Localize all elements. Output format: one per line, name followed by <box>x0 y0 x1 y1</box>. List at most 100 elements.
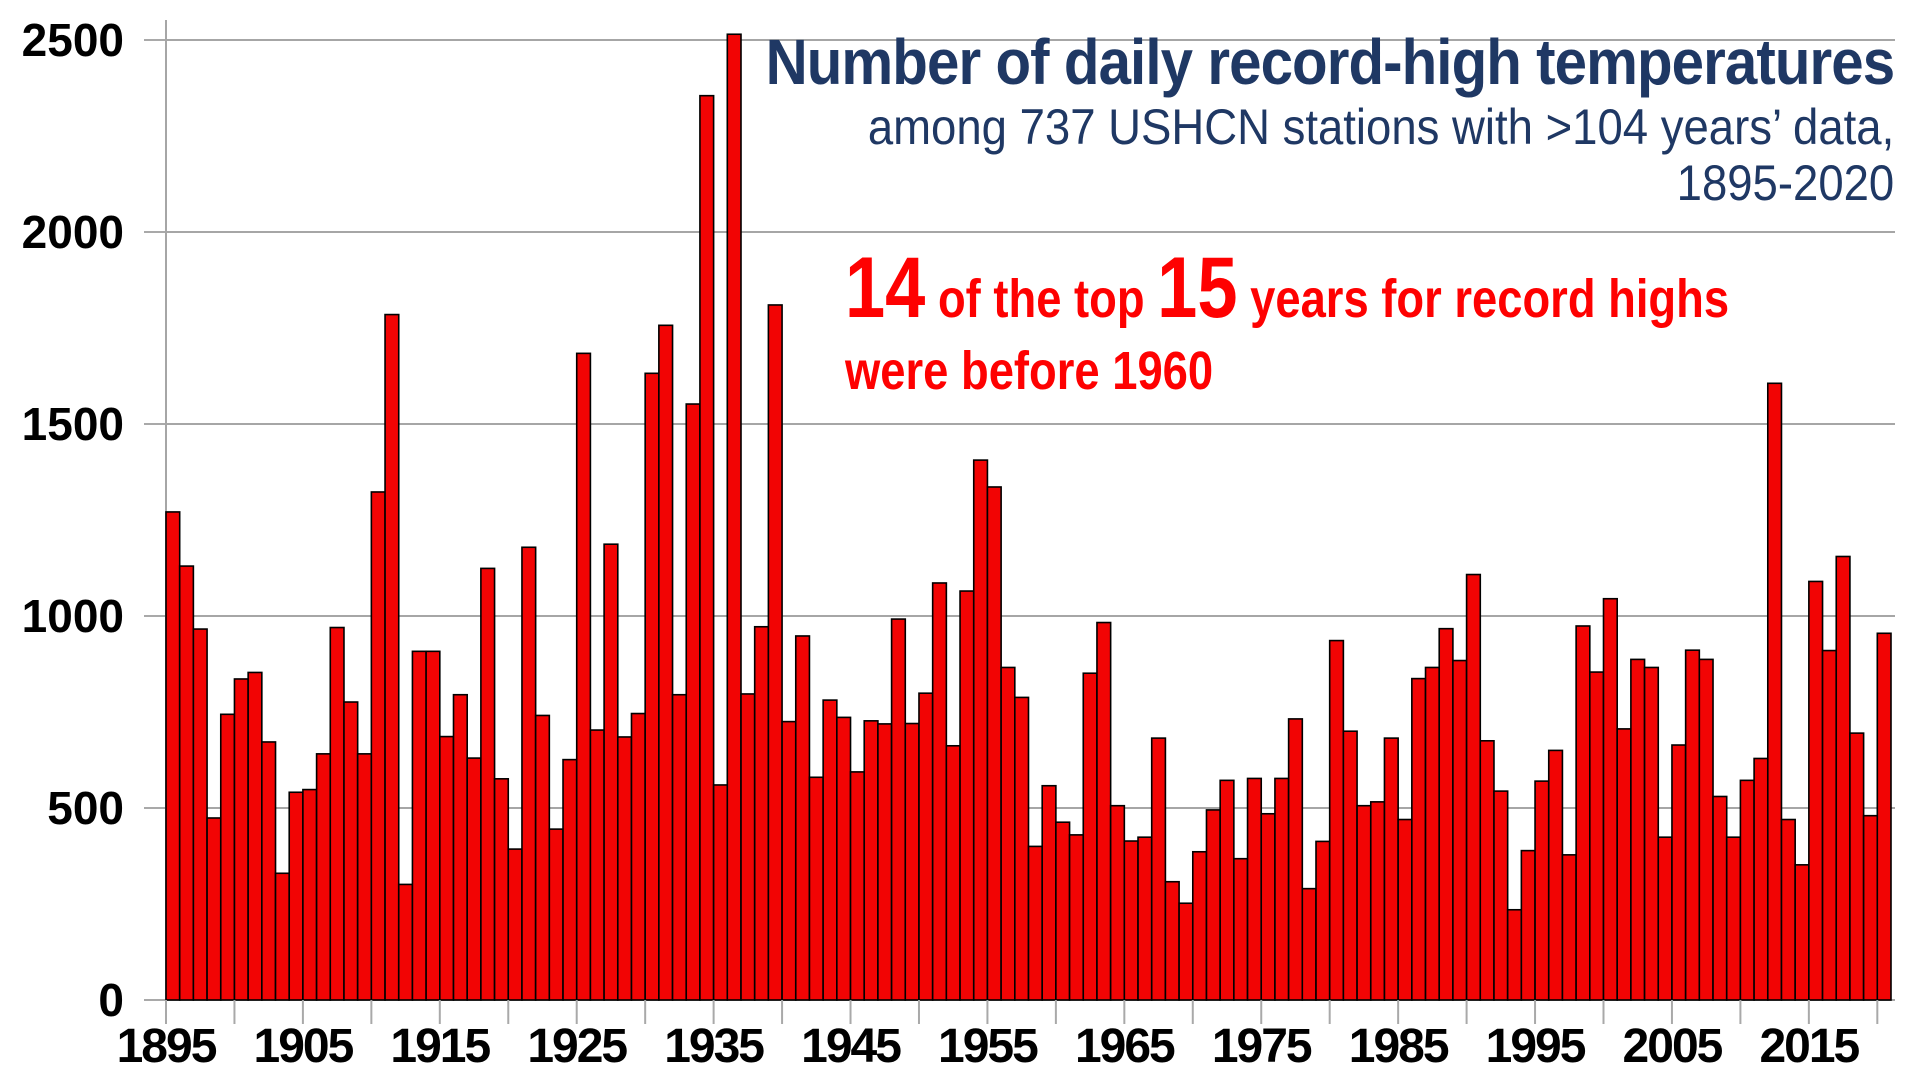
x-axis-label: 1965 <box>1075 1020 1175 1073</box>
bar-2011 <box>1753 757 1769 1001</box>
bar-2008 <box>1712 795 1728 1001</box>
y-axis-label: 2000 <box>22 206 124 258</box>
bar-1913 <box>411 650 427 1001</box>
bar-2009 <box>1725 836 1742 1001</box>
x-axis-label: 1945 <box>801 1020 901 1073</box>
bar-2004 <box>1657 836 1673 1001</box>
chart-subtitle: among 737 USHCN stations with >104 years… <box>867 99 1894 155</box>
annotation-line-1: 14 of the top 15 years for record highs <box>845 245 1730 335</box>
x-axis-label: 1955 <box>938 1020 1038 1073</box>
bar-1925 <box>575 352 592 1001</box>
y-axis-label: 2500 <box>22 14 124 66</box>
bar-1934 <box>699 94 715 1001</box>
bar-1929 <box>630 712 646 1001</box>
bar-1997 <box>1561 854 1577 1001</box>
bar-2001 <box>1616 728 1632 1001</box>
bar-1953 <box>959 590 975 1001</box>
bar-1977 <box>1287 718 1304 1001</box>
bar-1909 <box>356 753 373 1001</box>
bar-1921 <box>521 546 537 1001</box>
bar-1994 <box>1520 849 1536 1001</box>
y-axis-label: 500 <box>47 782 124 834</box>
x-axis-label: 1895 <box>117 1020 217 1073</box>
annotation-text-mid: of the top <box>925 269 1158 329</box>
bar-1943 <box>822 699 838 1001</box>
bar-1961 <box>1068 834 1085 1001</box>
bar-1916 <box>452 693 468 1001</box>
bar-1965 <box>1123 840 1139 1001</box>
bar-2017 <box>1835 555 1851 1001</box>
bar-1897 <box>192 628 208 1001</box>
bar-1948 <box>890 618 907 1001</box>
bar-2005 <box>1671 744 1687 1001</box>
bar-1995 <box>1534 780 1550 1001</box>
bar-1930 <box>644 372 660 1001</box>
bar-1937 <box>740 693 756 1001</box>
bar-1918 <box>480 567 496 1001</box>
bar-1988 <box>1438 627 1454 1001</box>
bar-1905 <box>302 788 318 1001</box>
chart-title: Number of daily record-high temperatures <box>765 26 1895 98</box>
bar-1914 <box>425 650 441 1001</box>
annotation-block: 14 of the top 15 years for record highs … <box>845 245 1730 407</box>
bar-1938 <box>753 625 770 1001</box>
y-axis-label: 1500 <box>22 398 124 450</box>
bar-1962 <box>1082 672 1098 1001</box>
bar-1987 <box>1424 666 1441 1001</box>
bar-1920 <box>507 848 523 1001</box>
bar-1944 <box>836 716 852 1001</box>
bar-2006 <box>1684 649 1701 1001</box>
bar-1927 <box>603 543 619 1001</box>
bar-1924 <box>562 758 578 1001</box>
x-axis-label: 1975 <box>1212 1020 1312 1073</box>
bar-1922 <box>534 714 551 1001</box>
bar-1911 <box>384 313 400 1001</box>
bar-1896 <box>178 565 195 1001</box>
bar-1928 <box>616 736 633 1001</box>
bar-2015 <box>1808 580 1824 1001</box>
bar-1984 <box>1383 737 1399 1001</box>
x-axis-label: 2015 <box>1759 1020 1859 1073</box>
bar-2012 <box>1766 382 1783 1001</box>
bar-1912 <box>397 883 414 1001</box>
bar-1954 <box>972 459 989 1001</box>
bar-2002 <box>1630 658 1646 1001</box>
bar-1996 <box>1547 749 1564 1001</box>
bar-1935 <box>712 784 729 1001</box>
bar-1945 <box>849 771 866 1001</box>
bar-2010 <box>1739 779 1755 1001</box>
bar-1908 <box>343 701 359 1001</box>
bar-2020 <box>1876 632 1892 1001</box>
bar-1973 <box>1233 857 1249 1001</box>
annotation-text-rest: years for record highs <box>1237 269 1730 329</box>
bar-1975 <box>1260 812 1276 1001</box>
bar-1950 <box>918 692 934 1001</box>
x-axis-label: 2005 <box>1623 1020 1723 1073</box>
bar-1970 <box>1191 850 1208 1001</box>
bar-1963 <box>1096 621 1112 1001</box>
bar-1933 <box>685 403 701 1001</box>
bar-1980 <box>1328 639 1345 1001</box>
bar-1932 <box>671 693 688 1001</box>
bar-1985 <box>1397 818 1413 1001</box>
annotation-line-2: were before 1960 <box>845 341 1214 401</box>
bar-1947 <box>877 723 893 1001</box>
x-axis-label: 1985 <box>1349 1020 1449 1073</box>
bar-1949 <box>904 722 920 1001</box>
bar-1960 <box>1055 821 1071 1001</box>
bar-1941 <box>794 635 811 1001</box>
x-axis-label: 1935 <box>664 1020 764 1073</box>
bar-1940 <box>781 720 797 1001</box>
bar-1998 <box>1575 625 1591 1001</box>
bar-2000 <box>1602 597 1618 1001</box>
bar-1966 <box>1137 836 1153 1001</box>
bar-1974 <box>1246 777 1263 1001</box>
bar-2016 <box>1821 649 1838 1001</box>
bar-1895 <box>165 511 181 1001</box>
bar-1900 <box>233 678 249 1001</box>
bar-1990 <box>1465 573 1482 1001</box>
bar-2014 <box>1794 864 1810 1001</box>
chart-period-label: 1895-2020 <box>1676 155 1894 211</box>
